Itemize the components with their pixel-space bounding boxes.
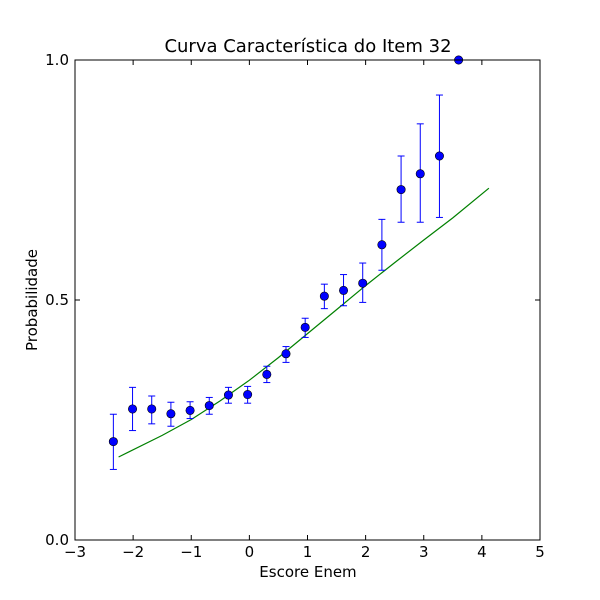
data-point: [358, 278, 368, 288]
chart-title: Curva Característica do Item 32: [164, 36, 451, 57]
data-point: [147, 404, 157, 414]
fitted-curve-line: [118, 187, 490, 458]
x-tick-label: 2: [361, 543, 371, 561]
x-axis-label: Escore Enem: [259, 563, 356, 581]
data-point: [377, 240, 387, 250]
data-point: [281, 349, 291, 359]
axis-ticks: −3 −2 −1 0 1 2 3 4 5 0.0 0.5 1.0: [45, 51, 545, 561]
y-tick-label: 1.0: [45, 51, 69, 69]
data-point: [262, 369, 272, 379]
y-axis-label: Probabilidade: [23, 249, 41, 351]
data-point: [223, 390, 233, 400]
data-point: [204, 401, 214, 411]
plot-area: [108, 55, 490, 470]
data-point: [434, 151, 444, 161]
data-point: [319, 291, 329, 301]
x-tick-label: 0: [245, 543, 255, 561]
data-point: [243, 390, 253, 400]
x-tick-label: −3: [64, 543, 86, 561]
data-point: [128, 404, 138, 414]
x-tick-label: 5: [535, 543, 545, 561]
data-point: [415, 169, 425, 179]
data-point: [396, 185, 406, 195]
x-tick-label: −2: [122, 543, 144, 561]
data-point: [339, 285, 349, 295]
x-tick-label: 1: [303, 543, 313, 561]
data-point: [300, 322, 310, 332]
y-tick-label: 0.0: [45, 531, 69, 549]
x-tick-label: −1: [180, 543, 202, 561]
plot-frame: [74, 59, 541, 541]
data-point: [185, 405, 195, 415]
y-tick-label: 0.5: [45, 291, 69, 309]
data-point: [108, 437, 118, 447]
x-tick-label: 4: [477, 543, 487, 561]
data-point: [166, 409, 176, 419]
x-tick-label: 3: [419, 543, 429, 561]
